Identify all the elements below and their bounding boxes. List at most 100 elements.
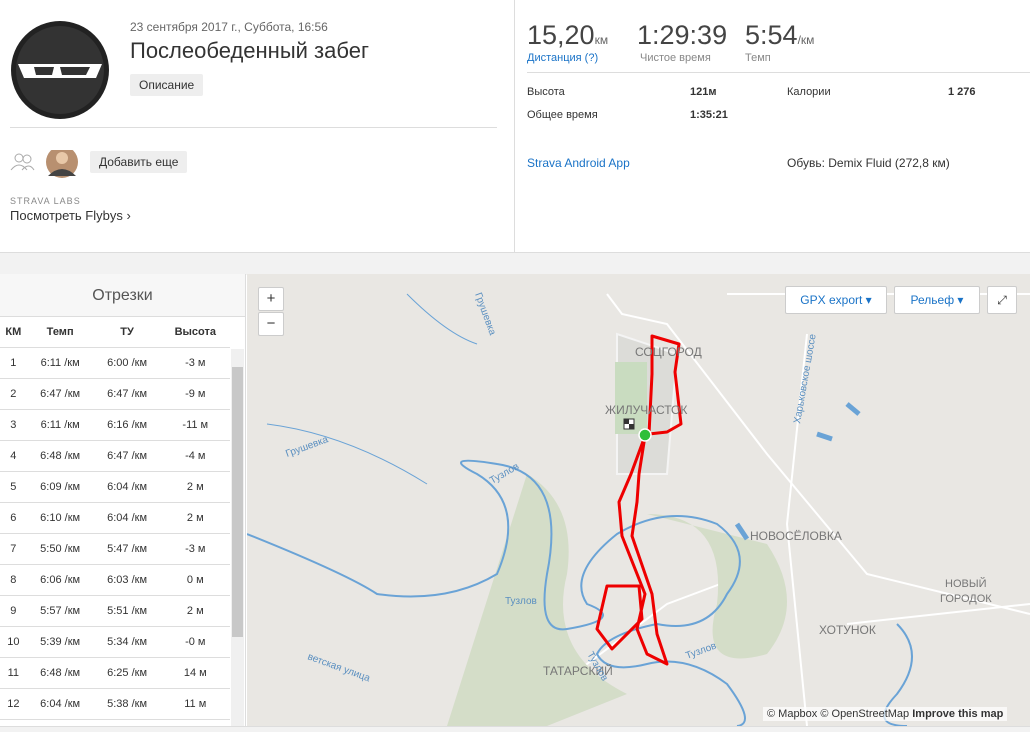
distance-unit: км xyxy=(594,33,609,47)
split-row: 7 5:50 /км 5:47 /км -3 м xyxy=(0,533,230,565)
split-cell: 2 м xyxy=(160,595,230,627)
distance-value: 15,20 xyxy=(527,20,595,50)
detail-label: Калории xyxy=(787,86,831,98)
moving-time: 1:29:39 xyxy=(637,20,728,50)
flybys[interactable]: Посмотреть Flybys xyxy=(10,208,123,223)
column-header: Высота xyxy=(160,317,230,348)
flybys-link[interactable]: Посмотреть Flybys › xyxy=(10,208,131,223)
description-button[interactable]: Описание xyxy=(130,74,204,96)
divider xyxy=(10,127,497,128)
split-cell: 2 xyxy=(0,378,27,410)
split-cell: 6:06 /км xyxy=(26,564,94,596)
split-cell: -3 м xyxy=(160,347,230,379)
column-header: Темп xyxy=(26,317,94,348)
split-cell: 6:48 /км xyxy=(26,657,94,689)
gpx-label[interactable]: GPX export xyxy=(800,293,863,307)
attribution: © Mapbox © OpenStreetMap Improve this ma… xyxy=(763,707,1008,721)
map-label: ТАТАРСКИЙ xyxy=(543,663,613,678)
map-label: ЖИЛУЧАСТОК xyxy=(605,403,687,417)
split-cell: 6:47 /км xyxy=(93,440,161,472)
distance-label[interactable]: Дистанция (?) xyxy=(527,52,599,64)
moving-time-label: Чистое время xyxy=(640,52,711,64)
detail-value: 121м xyxy=(690,86,717,98)
split-cell: 6:16 /км xyxy=(93,409,161,441)
split-cell: 5:50 /км xyxy=(26,533,94,565)
split-cell: 6:10 /км xyxy=(26,502,94,534)
split-cell: 6:06 /км xyxy=(26,719,94,726)
splits-table: КМ Темп ТУ Высота 1 6:11 /км 6:00 /км -3 м 2 6:47… xyxy=(0,317,230,726)
split-cell: 3 xyxy=(0,409,27,441)
detail-value: 1:35:21 xyxy=(690,109,728,121)
divider xyxy=(514,0,515,252)
detail-label: Общее время xyxy=(527,109,598,121)
map[interactable]: СОЦГОРОД ЖИЛУЧАСТОК НОВОСЁЛОВКА НОВЫЙ ГОРОДО… xyxy=(247,274,1030,726)
split-cell: 1 xyxy=(0,347,27,379)
split-cell: 5:57 /км xyxy=(26,595,94,627)
column-header: ТУ xyxy=(93,317,161,348)
split-row: 4 6:48 /км 6:47 /км -4 м xyxy=(0,440,230,472)
split-row: 11 6:48 /км 6:25 /км 14 м xyxy=(0,657,230,689)
split-cell: 5:39 /км xyxy=(26,626,94,658)
split-row: 5 6:09 /км 6:04 /км 2 м xyxy=(0,471,230,503)
split-cell: 4 xyxy=(0,440,27,472)
split-row: 136:06 /км5:43 /км13 м xyxy=(0,719,230,726)
improve-map[interactable]: Improve this map xyxy=(912,708,1004,720)
split-row: 6 6:10 /км 6:04 /км 2 м xyxy=(0,502,230,534)
split-cell: -3 м xyxy=(160,533,230,565)
split-cell: 6:04 /км xyxy=(93,502,161,534)
pace-value: 5:54 xyxy=(745,20,798,50)
split-row: 9 5:57 /км 5:51 /км 2 м xyxy=(0,595,230,627)
date: 23 сентября 2017 г., Суббота, 16:56 xyxy=(130,20,328,34)
title: Послеобеденный забег xyxy=(130,38,369,63)
split-cell: 6 xyxy=(0,502,27,534)
split-cell: 5:38 /км xyxy=(93,688,161,720)
detail-value: 1 276 xyxy=(948,86,976,98)
split-cell: 8 xyxy=(0,564,27,596)
zoom-in[interactable]: + xyxy=(258,287,284,311)
split-cell: -9 м xyxy=(160,378,230,410)
split-cell: 5:34 /км xyxy=(93,626,161,658)
splits-header-row: КМ Темп ТУ Высота xyxy=(0,317,230,348)
split-cell: 6:04 /км xyxy=(93,471,161,503)
pace-label: Темп xyxy=(745,52,771,64)
footer-bar xyxy=(0,726,1030,732)
splits-panel: Отрезки КМ Темп ТУ Высота 1 6:11 /км 6:00 /км -… xyxy=(0,274,246,726)
attribution-text: © Mapbox © OpenStreetMap xyxy=(767,708,910,720)
scroll-thumb[interactable] xyxy=(232,367,243,637)
split-row: 12 6:04 /км 5:38 /км 11 м xyxy=(0,688,230,720)
split-row: 10 5:39 /км 5:34 /км -0 м xyxy=(0,626,230,658)
split-cell: 5:51 /км xyxy=(93,595,161,627)
pace-unit: /км xyxy=(797,33,815,47)
split-cell: -11 м xyxy=(160,409,230,441)
split-cell: 6:00 /км xyxy=(93,347,161,379)
split-cell: 6:25 /км xyxy=(93,657,161,689)
column-header: КМ xyxy=(0,317,27,348)
split-row: 3 6:11 /км 6:16 /км -11 м xyxy=(0,409,230,441)
split-cell: 6:47 /км xyxy=(26,378,94,410)
map-label: НОВЫЙ xyxy=(945,577,986,590)
device[interactable]: Strava Android App xyxy=(527,156,630,170)
split-cell: 6:11 /км xyxy=(26,347,94,379)
terrain-label[interactable]: Рельеф xyxy=(910,293,955,307)
zoom-out[interactable]: − xyxy=(258,312,284,336)
split-cell: 6:04 /км xyxy=(26,688,94,720)
split-cell: 6:03 /км xyxy=(93,564,161,596)
distance: 15,20км xyxy=(527,20,608,51)
labs: STRAVA LABS xyxy=(10,196,81,206)
split-cell: 2 м xyxy=(160,471,230,503)
avatar xyxy=(11,21,109,119)
split-cell: 9 xyxy=(0,595,27,627)
terrain[interactable]: Рельеф ▾ xyxy=(894,286,980,314)
gpx-export[interactable]: GPX export ▾ xyxy=(785,286,887,314)
split-cell: 6:09 /км xyxy=(26,471,94,503)
split-cell: 10 xyxy=(0,626,27,658)
split-cell: 6:11 /км xyxy=(26,409,94,441)
split-cell: 6:47 /км xyxy=(93,378,161,410)
scrollbar xyxy=(231,349,244,726)
split-cell: 0 м xyxy=(160,564,230,596)
fullscreen[interactable]: ⤢ xyxy=(987,286,1017,314)
split-cell: 5 xyxy=(0,471,27,503)
add-button[interactable]: Добавить еще xyxy=(90,151,188,173)
split-row: 1 6:11 /км 6:00 /км -3 м xyxy=(0,347,230,379)
